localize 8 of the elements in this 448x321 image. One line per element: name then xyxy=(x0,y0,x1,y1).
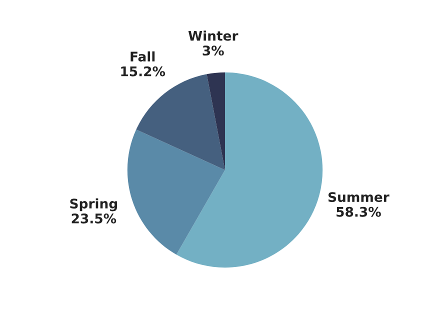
data-label: 58.3% xyxy=(336,206,381,217)
data-label: 15.2% xyxy=(121,66,166,76)
slice-label: Spring xyxy=(70,198,117,212)
data-label: 3% xyxy=(202,46,224,56)
slice-label: Fall xyxy=(130,51,155,62)
slice-label: Winter xyxy=(188,30,238,41)
data-label: 23.5% xyxy=(72,214,116,224)
slice-label: Summer xyxy=(328,192,390,202)
